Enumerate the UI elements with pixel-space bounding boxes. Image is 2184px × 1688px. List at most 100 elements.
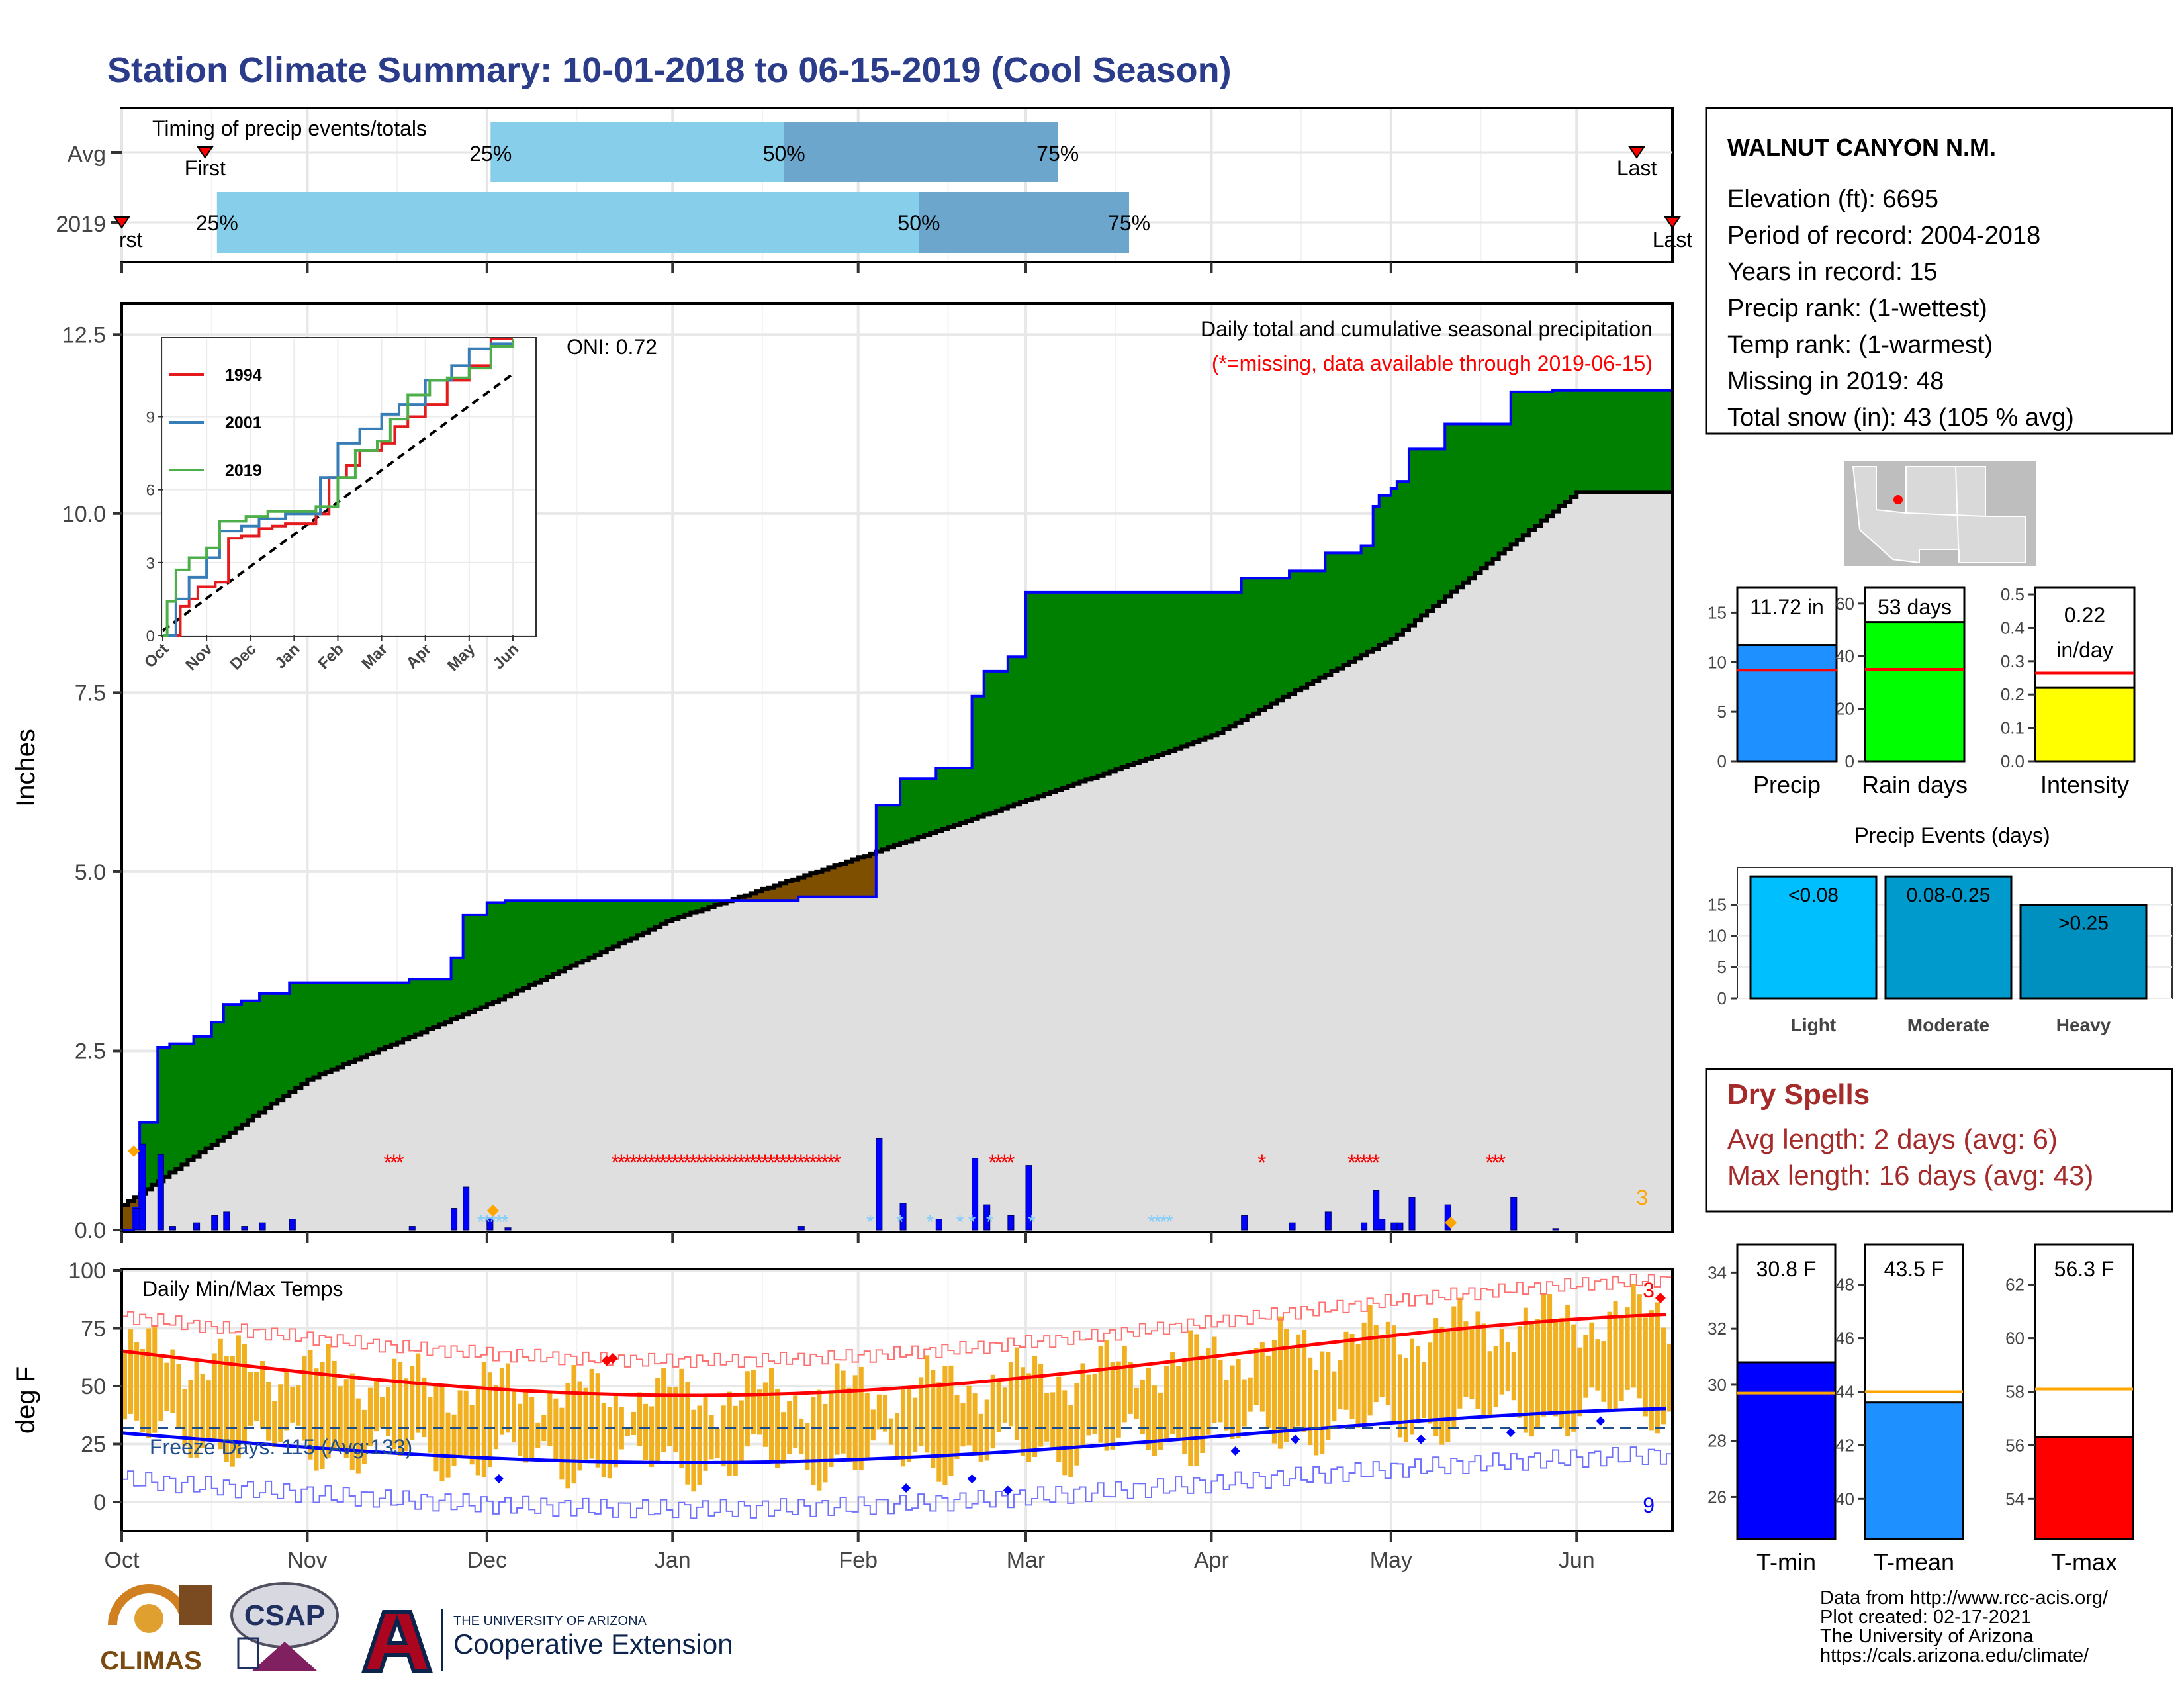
- missing-day-star: *: [677, 1150, 686, 1176]
- daily-temp-bar: [439, 1385, 445, 1481]
- timing-bar-q25-q50: [490, 122, 784, 182]
- timing-2019-last-label: Last: [1653, 228, 1693, 252]
- daily-temp-bar: [1553, 1319, 1559, 1417]
- oni-value: ONI: 0.72: [567, 335, 657, 359]
- missing-day-star: *: [635, 1150, 643, 1176]
- daily-temp-bar: [1062, 1390, 1068, 1476]
- csap-logo: CSAP: [230, 1582, 339, 1671]
- record-low-marker: [901, 1483, 911, 1493]
- daily-temp-bar: [1422, 1362, 1427, 1419]
- daily-temp-bar: [1601, 1341, 1606, 1402]
- station-location-dot: [1893, 495, 1903, 504]
- daily-temp-bar: [1571, 1324, 1576, 1432]
- daily-temp-bar: [194, 1361, 199, 1458]
- daily-precip-bar: [1025, 1165, 1032, 1231]
- daily-temp-bar: [733, 1405, 738, 1476]
- missing-day-star: *: [671, 1150, 680, 1176]
- snow-markers: ***** * * * * * * * ****: [128, 1145, 1457, 1233]
- daily-temp-bar: [1086, 1374, 1091, 1436]
- snow-day-star: *: [968, 1211, 976, 1233]
- daily-temp-bar: [565, 1383, 570, 1489]
- missing-day-star: *: [791, 1150, 799, 1176]
- dry-spells-max: Max length: 16 days (avg: 43): [1727, 1160, 2093, 1191]
- daily-temp-bar: [1110, 1362, 1115, 1450]
- temp-ytick-label: 0: [93, 1490, 106, 1515]
- daily-precip-bars: [133, 1137, 1559, 1231]
- daily-temp-bar: [529, 1397, 535, 1458]
- daily-temp-bar: [1158, 1392, 1163, 1450]
- credits: Data from http://www.rcc-acis.org/ Plot …: [1820, 1587, 2109, 1666]
- daily-temp-bar: [925, 1355, 930, 1453]
- daily-temp-bar: [799, 1418, 804, 1454]
- daily-temp-bar: [1314, 1370, 1319, 1456]
- daily-temp-bar: [1493, 1346, 1498, 1407]
- daily-precip-bar: [935, 1219, 942, 1231]
- daily-temp-bar: [386, 1387, 391, 1437]
- daily-temp-bar: [200, 1374, 205, 1448]
- snow-day-star: *: [896, 1211, 904, 1233]
- daily-temp-bar: [463, 1390, 469, 1456]
- mini-chart-tick-label: 0.0: [2001, 751, 2025, 771]
- month-label: Feb: [839, 1548, 878, 1573]
- record-low-marker: [494, 1474, 504, 1483]
- daily-temp-bar: [1230, 1365, 1235, 1439]
- daily-temp-bar: [835, 1363, 840, 1455]
- events-bar: [1884, 875, 2013, 1000]
- station-missing: Missing in 2019: 48: [1727, 367, 1944, 395]
- daily-temp-bar: [1583, 1335, 1588, 1398]
- daily-temp-bar: [1625, 1307, 1630, 1390]
- daily-temp-bar: [643, 1403, 649, 1460]
- cumulative-precip-line: [122, 389, 1672, 1231]
- daily-temp-bar: [1649, 1310, 1654, 1431]
- missing-day-star: *: [383, 1150, 392, 1176]
- daily-precip-bar: [451, 1208, 458, 1231]
- precip-ytick-label: 0.0: [75, 1218, 106, 1243]
- daily-temp-bar: [332, 1360, 337, 1449]
- daily-temp-bar: [1338, 1360, 1343, 1410]
- inset-legend-label: 2019: [225, 461, 262, 480]
- temp-summary-value: 43.5 F: [1884, 1257, 1944, 1281]
- record-high-marker: [1655, 1293, 1666, 1303]
- daily-temp-bar: [152, 1327, 158, 1433]
- credit-url: https://cals.arizona.edu/climate/: [1820, 1645, 2089, 1666]
- daily-temp-bar: [1595, 1339, 1600, 1391]
- daily-temp-bar: [1038, 1364, 1044, 1447]
- timing-2019-q50-label: 50%: [897, 211, 940, 235]
- daily-temp-bar: [703, 1394, 708, 1471]
- daily-temp-bar: [715, 1428, 720, 1458]
- daily-temp-bar: [1643, 1317, 1648, 1417]
- daily-temp-bar: [1020, 1367, 1025, 1456]
- daily-temp-bar: [170, 1349, 175, 1413]
- daily-temp-bar: [679, 1368, 684, 1468]
- inset-series-2001: [163, 339, 514, 637]
- precip-corner-count: 3: [1636, 1186, 1648, 1209]
- station-elevation: Elevation (ft): 6695: [1727, 185, 1938, 213]
- daily-temp-bar: [128, 1329, 134, 1414]
- missing-day-star: *: [815, 1150, 823, 1176]
- missing-day-star: *: [713, 1150, 721, 1176]
- last-event-marker: [1628, 146, 1645, 159]
- first-event-marker: [196, 146, 214, 159]
- timing-avg-last-label: Last: [1617, 156, 1657, 180]
- daily-temp-bar: [942, 1366, 948, 1485]
- mini-chart-tick-label: 40: [1835, 646, 1854, 666]
- daily-temp-bar: [1445, 1331, 1451, 1442]
- daily-temp-bar: [858, 1366, 864, 1470]
- missing-day-star: *: [1353, 1150, 1362, 1176]
- daily-temp-bar: [343, 1379, 349, 1458]
- daily-temp-bar: [577, 1381, 582, 1471]
- daily-precip-bar: [1552, 1228, 1559, 1231]
- missing-day-star: *: [988, 1150, 997, 1176]
- temp-summary-tick-label: 30: [1707, 1375, 1727, 1395]
- daily-temp-bar: [487, 1372, 492, 1468]
- normal-precip-area: [122, 492, 1672, 1231]
- daily-temp-bar: [919, 1377, 924, 1447]
- daily-temp-bar: [559, 1407, 565, 1480]
- timing-bar-q25-q50: [216, 192, 919, 253]
- daily-temp-bar: [978, 1413, 983, 1462]
- daily-temp-bar: [1332, 1371, 1337, 1422]
- daily-temp-bar: [140, 1349, 146, 1432]
- daily-temp-bar: [1098, 1345, 1103, 1443]
- snow-day-star: *: [926, 1211, 934, 1233]
- daily-precip-bar: [797, 1226, 805, 1231]
